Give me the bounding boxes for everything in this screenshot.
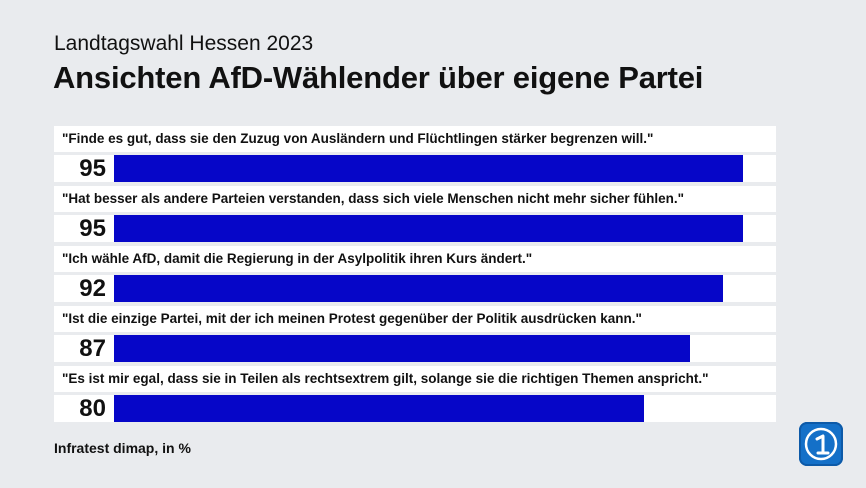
bar bbox=[114, 215, 743, 242]
bar-row: "Finde es gut, dass sie den Zuzug von Au… bbox=[54, 126, 776, 184]
category-label: "Ist die einzige Partei, mit der ich mei… bbox=[54, 306, 776, 332]
bar bbox=[114, 335, 690, 362]
ard-tagesschau-logo bbox=[799, 422, 843, 466]
ard-one-icon bbox=[804, 427, 838, 461]
bar bbox=[114, 275, 724, 302]
bar-row: "Ich wähle AfD, damit die Regierung in d… bbox=[54, 246, 776, 304]
value-label: 95 bbox=[79, 215, 106, 242]
category-label: "Finde es gut, dass sie den Zuzug von Au… bbox=[54, 126, 776, 152]
bar-row: "Es ist mir egal, dass sie in Teilen als… bbox=[54, 366, 776, 424]
value-label: 92 bbox=[79, 275, 106, 302]
value-label: 80 bbox=[79, 395, 106, 422]
bar-row: "Ist die einzige Partei, mit der ich mei… bbox=[54, 306, 776, 364]
chart-subtitle: Landtagswahl Hessen 2023 bbox=[54, 32, 314, 55]
category-label: "Hat besser als andere Parteien verstand… bbox=[54, 186, 776, 212]
category-label: "Ich wähle AfD, damit die Regierung in d… bbox=[54, 246, 776, 272]
bar bbox=[114, 395, 644, 422]
chart-title: Ansichten AfD-Wählender über eigene Part… bbox=[53, 60, 704, 95]
bar-track: 95 bbox=[54, 155, 776, 182]
bar-row: "Hat besser als andere Parteien verstand… bbox=[54, 186, 776, 244]
source-note: Infratest dimap, in % bbox=[54, 440, 191, 456]
bar bbox=[114, 155, 743, 182]
bar-track: 80 bbox=[54, 395, 776, 422]
bar-track: 95 bbox=[54, 215, 776, 242]
value-label: 95 bbox=[79, 155, 106, 182]
value-label: 87 bbox=[79, 335, 106, 362]
bar-track: 92 bbox=[54, 275, 776, 302]
bar-track: 87 bbox=[54, 335, 776, 362]
category-label: "Es ist mir egal, dass sie in Teilen als… bbox=[54, 366, 776, 392]
